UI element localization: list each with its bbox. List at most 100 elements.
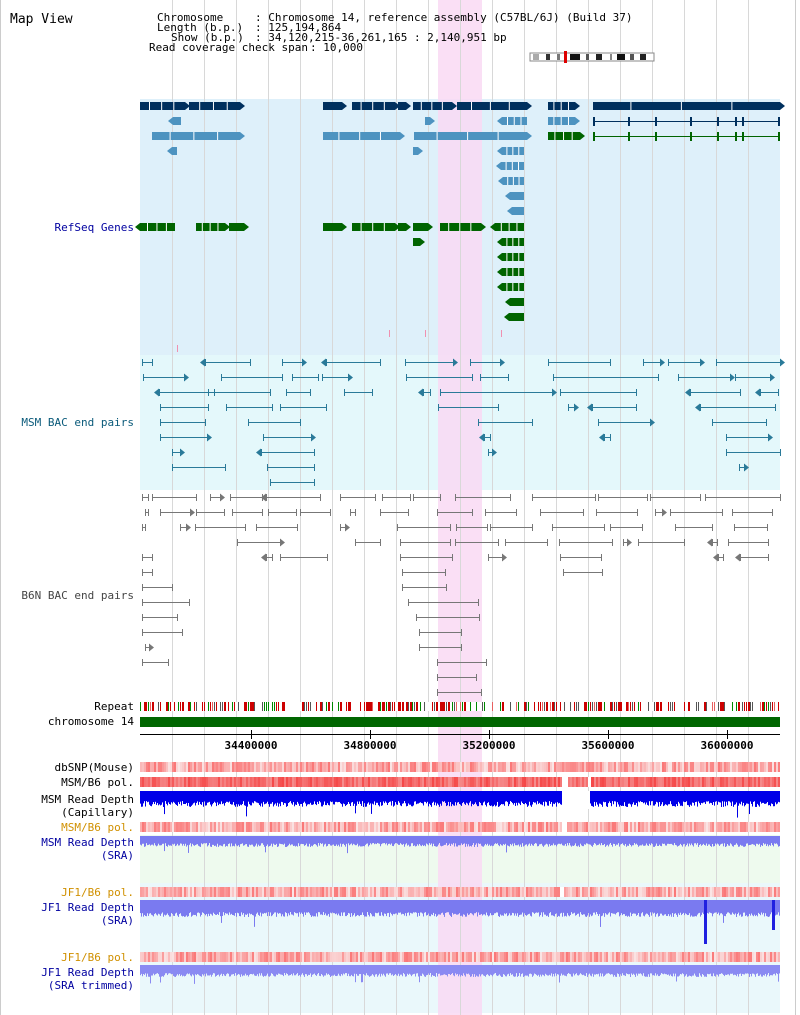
jf1-trim-depth-bar (384, 965, 385, 976)
msm-sra-depth-bar (401, 836, 402, 845)
msm-b6-pol-sra-cell (256, 822, 258, 832)
jf1-sra-depth-bar (516, 900, 517, 916)
msm-capillary-depth-bar (503, 791, 504, 805)
msm-b6-pol-sra-cell (548, 822, 550, 832)
jf1-trim-depth-bar (727, 965, 728, 975)
repeat-element (574, 702, 575, 711)
jf1-b6-pol-cell (740, 887, 742, 897)
msm-sra-depth-bar (250, 836, 251, 846)
msm-capillary-depth-bar (640, 791, 641, 802)
msm-b6-pol-sra-cell (226, 822, 228, 832)
jf1-trim-depth-bar (655, 965, 656, 974)
msm-sra-depth-bar (748, 836, 749, 846)
jf1-b6-pol-cell (228, 887, 230, 897)
refseq-gene-gap (554, 132, 556, 140)
refseq-marker (425, 330, 426, 337)
jf1-b6-pol-cell (566, 887, 568, 897)
msm-b6-pol-cell (256, 777, 258, 787)
jf1-b6-pol-cell (458, 887, 460, 897)
jf1-b6-pol-trim-cell (664, 952, 666, 962)
msm-sra-depth-bar (655, 836, 656, 846)
jf1-trim-depth-bar (158, 965, 159, 975)
jf1-b6-pol-trim-cell (354, 952, 356, 962)
jf1-b6-pol-trim-cell (284, 952, 286, 962)
jf1-sra-depth-bar (574, 900, 575, 913)
msm-sra-depth-bar (472, 836, 473, 845)
refseq-exon (778, 117, 780, 126)
msm-capillary-depth-bar (754, 791, 755, 802)
msm-b6-pol-sra-cell (480, 822, 482, 832)
msm-capillary-depth-bar (166, 791, 167, 804)
jf1-trim-depth-bar (482, 965, 483, 975)
repeat-element (648, 702, 649, 711)
jf1-trim-depth-bar (431, 965, 432, 977)
refseq-exon (628, 132, 630, 141)
repeat-element (634, 702, 635, 711)
jf1-sra-depth-bar (511, 900, 512, 916)
jf1-trim-depth-bar (756, 965, 757, 974)
jf1-trim-depth-bar (609, 965, 610, 974)
msm-b6-pol-cell (336, 777, 338, 787)
msm-b6-pol-cell (292, 777, 294, 787)
jf1-sra-depth-bar (405, 900, 406, 914)
msm-capillary-depth-bar (460, 791, 461, 805)
strand-arrow (587, 403, 592, 412)
jf1-trim-depth-bar (298, 965, 299, 976)
jf1-sra-depth-bar (445, 900, 446, 914)
msm-capillary-depth-bar (226, 791, 227, 802)
msm-capillary-depth-bar (690, 791, 691, 805)
jf1-sra-depth-bar (529, 900, 530, 914)
msm-b6-pol-sra-cell (198, 822, 200, 832)
jf1-sra-depth-bar (732, 900, 733, 913)
msm-capillary-depth-bar (371, 791, 372, 814)
msm-b6-pol-cell (142, 777, 144, 787)
jf1-b6-pol-cell (252, 887, 254, 897)
msm-b6-pol-sra-cell (146, 822, 148, 832)
msm-sra-depth-bar (151, 836, 152, 845)
msm-b6-pol-cell (774, 777, 776, 787)
dbsnp-cell (212, 762, 214, 772)
jf1-b6-pol-trim-cell (534, 952, 536, 962)
msm-capillary-depth-bar (169, 791, 170, 805)
jf1-sra-depth-bar (571, 900, 572, 913)
msm-sra-depth-bar (257, 836, 258, 847)
jf1-trim-depth-bar (746, 965, 747, 974)
jf1-b6-pol-trim-cell (350, 952, 352, 962)
msm-b6-pol-sra-cell (384, 822, 386, 832)
jf1-trim-depth-bar (205, 965, 206, 977)
jf1-b6-pol-trim-cell (404, 952, 406, 962)
msm-sra-depth-bar (332, 836, 333, 845)
jf1-sra-depth-bar (532, 900, 533, 913)
msm-capillary-depth-bar (375, 791, 376, 806)
jf1-sra-depth-bar (391, 900, 392, 915)
jf1-sra-depth-bar (608, 900, 609, 914)
dbsnp-cell (576, 762, 578, 772)
dbsnp-cell (600, 762, 602, 772)
dbsnp-cell (388, 762, 390, 772)
jf1-trim-depth-bar (561, 965, 562, 974)
jf1-trim-depth-bar (302, 965, 303, 974)
refseq-exon (717, 132, 719, 141)
jf1-trim-depth-bar (167, 965, 168, 976)
strand-arrow (685, 388, 690, 397)
msm-sra-depth-bar (511, 836, 512, 846)
jf1-b6-pol-trim-cell (640, 952, 642, 962)
jf1-sra-depth-bar (150, 900, 151, 914)
msm-capillary-depth-bar (313, 791, 314, 805)
jf1-sra-depth-bar (567, 900, 568, 914)
repeat-element (552, 702, 554, 711)
msm-b6-pol-sra-cell (750, 822, 752, 832)
jf1-trim-depth-bar (369, 965, 370, 977)
jf1-trim-depth-bar (375, 965, 376, 975)
msm-capillary-depth-bar (742, 791, 743, 806)
jf1-sra-depth-bar (179, 900, 180, 915)
jf1-b6-pol-cell (262, 887, 264, 897)
msm-b6-pol-sra-cell (716, 822, 718, 832)
strand-arrow (500, 358, 505, 367)
msm-b6-pol-sra-cell (454, 822, 456, 832)
dbsnp-cell (744, 762, 746, 772)
msm-sra-depth-bar (288, 836, 289, 846)
msm-b6-pol-cell (592, 777, 594, 787)
msm-sra-depth-bar (558, 836, 559, 844)
jf1-trim-depth-bar (735, 965, 736, 975)
